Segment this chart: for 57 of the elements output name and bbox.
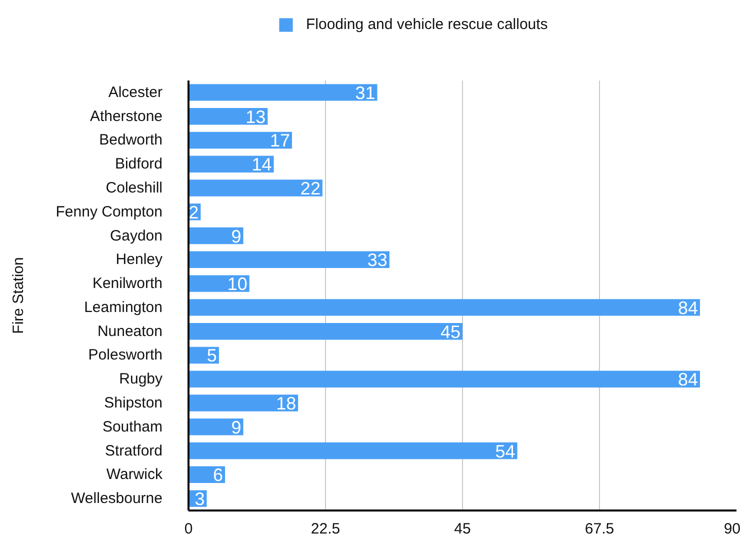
y-tick-label: Bidford bbox=[114, 156, 163, 173]
y-tick-label: Kenilworth bbox=[92, 275, 163, 292]
y-tick-label: Wellesbourne bbox=[71, 490, 163, 508]
y-tick-label: Shipston bbox=[104, 394, 162, 412]
x-tick-label: 0 bbox=[184, 520, 193, 536]
data-label: 45 bbox=[440, 322, 461, 342]
bar bbox=[188, 180, 322, 196]
data-label: 17 bbox=[270, 130, 290, 151]
y-axis-title: Fire Station bbox=[10, 257, 27, 334]
data-label: 33 bbox=[367, 250, 388, 270]
x-tick-label: 22.5 bbox=[310, 520, 340, 536]
data-label: 3 bbox=[194, 489, 205, 510]
data-label: 14 bbox=[252, 154, 272, 175]
bar bbox=[188, 442, 518, 460]
y-tick-label: Atherstone bbox=[90, 108, 162, 125]
bar bbox=[188, 108, 268, 125]
bar bbox=[188, 275, 250, 292]
bar bbox=[188, 370, 700, 388]
data-label: 54 bbox=[495, 441, 516, 462]
x-tick-label: 45 bbox=[454, 520, 471, 536]
data-label: 84 bbox=[678, 298, 698, 318]
y-tick-label: Bedworth bbox=[99, 132, 163, 149]
data-label: 6 bbox=[213, 465, 224, 486]
y-tick-label: Warwick bbox=[106, 466, 163, 484]
x-tick-label: 90 bbox=[724, 520, 740, 536]
y-tick-label: Coleshill bbox=[106, 180, 163, 196]
data-label: 31 bbox=[355, 82, 376, 103]
bar bbox=[188, 322, 462, 340]
data-label: 9 bbox=[231, 417, 242, 438]
y-tick-label: Stratford bbox=[104, 442, 163, 460]
bar bbox=[188, 156, 274, 172]
y-tick-label: Gaydon bbox=[110, 227, 163, 244]
legend-label: Flooding and vehicle rescue callouts bbox=[306, 16, 548, 32]
data-label: 84 bbox=[678, 370, 698, 390]
bar bbox=[188, 394, 298, 412]
data-label: 18 bbox=[276, 394, 296, 414]
x-tick-label: 67.5 bbox=[584, 520, 614, 536]
y-tick-label: Fenny Compton bbox=[56, 203, 163, 220]
data-label: 10 bbox=[227, 274, 248, 294]
y-tick-label: Polesworth bbox=[88, 346, 162, 364]
data-label: 9 bbox=[231, 226, 242, 246]
y-tick-label: Southam bbox=[102, 418, 163, 436]
data-label: 5 bbox=[206, 346, 217, 366]
bar bbox=[188, 251, 390, 268]
bar bbox=[188, 227, 244, 244]
data-label: 13 bbox=[246, 106, 266, 127]
bar bbox=[188, 84, 378, 101]
y-tick-label: Nuneaton bbox=[97, 322, 163, 340]
data-label: 2 bbox=[188, 202, 199, 222]
data-label: 22 bbox=[300, 178, 320, 198]
bar bbox=[188, 132, 292, 149]
y-tick-label: Henley bbox=[116, 251, 163, 268]
y-tick-label: Rugby bbox=[119, 370, 163, 388]
bar bbox=[188, 418, 244, 436]
y-tick-label: Leamington bbox=[84, 298, 163, 316]
y-tick-label: Alcester bbox=[108, 84, 163, 101]
bar bbox=[188, 299, 700, 316]
